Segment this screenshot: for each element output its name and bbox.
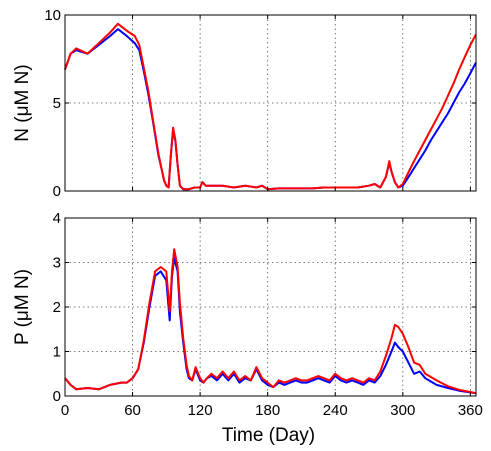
n-series	[64, 22, 477, 191]
p-y-tick-label: 4	[53, 210, 61, 227]
p-series	[64, 248, 477, 395]
n-series-blue-line	[64, 28, 477, 191]
n-ticks: 0 5 10	[44, 7, 476, 200]
n-axes-frame	[64, 14, 477, 192]
p-y-tick-label: 1	[53, 344, 61, 361]
p-y-tick-label: 0	[53, 388, 61, 405]
p-series-blue-line	[64, 257, 477, 395]
p-x-tick-label: 120	[188, 402, 213, 419]
p-x-tick-label: 360	[458, 402, 483, 419]
n-series-red-line	[64, 22, 477, 191]
n-panel: 0 5 10 N (μM N)	[12, 7, 477, 200]
p-panel: 0 60 120 180 240 300 360 0 1 2 3 4 P (μM N) Time (D…	[12, 210, 483, 446]
p-x-tick-label: 240	[323, 402, 348, 419]
p-x-tick-label: 300	[390, 402, 415, 419]
n-y-tick-label: 0	[53, 183, 61, 200]
p-axes-frame	[64, 217, 477, 397]
p-series-red-line	[64, 248, 477, 395]
p-x-tick-label: 0	[61, 402, 69, 419]
n-y-axis-label: N (μM N)	[12, 64, 33, 141]
p-x-tick-label: 180	[255, 402, 280, 419]
p-y-axis-label: P (μM N)	[12, 269, 33, 345]
p-ticks: 0 60 120 180 240 300 360 0 1 2 3 4	[53, 210, 483, 419]
n-y-tick-label: 5	[53, 95, 61, 112]
p-y-tick-label: 2	[53, 299, 61, 316]
p-x-tick-label: 60	[124, 402, 141, 419]
p-grid	[65, 218, 476, 396]
n-y-tick-label: 10	[44, 7, 61, 24]
x-axis-label: Time (Day)	[222, 425, 315, 446]
n-grid	[65, 15, 476, 191]
p-y-tick-label: 3	[53, 255, 61, 272]
